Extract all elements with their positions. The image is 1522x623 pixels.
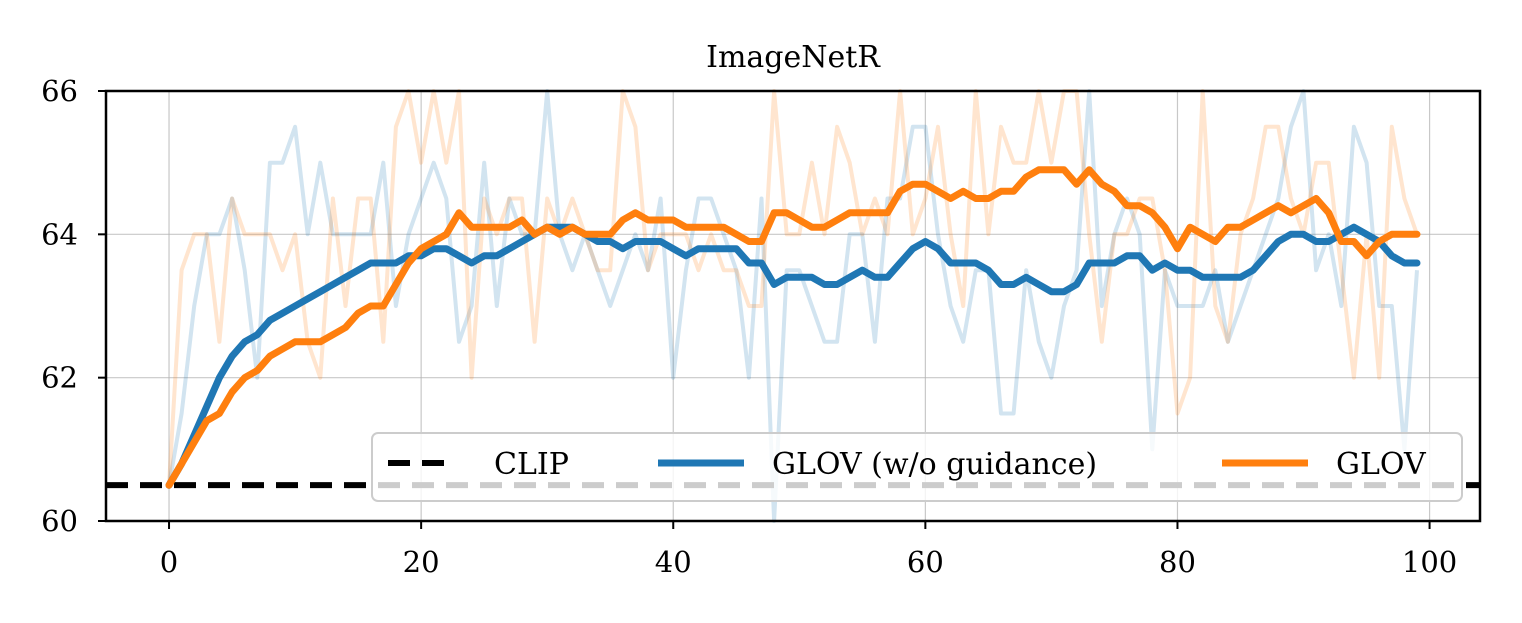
legend: CLIP GLOV (w/o guidance) GLOV [371, 432, 1463, 502]
y-tick-label-66: 66 [41, 74, 78, 108]
x-tick-label-80: 80 [1159, 545, 1196, 579]
chart-title: ImageNetR [706, 40, 881, 75]
legend-label-clip: CLIP [494, 447, 569, 482]
x-tick-label-20: 20 [403, 545, 440, 579]
smoothed-line-glov-w-o-guidance [165, 223, 1421, 489]
x-tick-label-100: 100 [1402, 545, 1457, 579]
raw-line-glov [167, 89, 1419, 486]
x-tick-label-40: 40 [655, 545, 692, 579]
legend-box [371, 432, 1463, 502]
raw-line-glov-w-o-guidance [167, 89, 1419, 523]
y-axis: 60 62 64 66 [41, 74, 106, 538]
smoothed-series-group [165, 166, 1421, 489]
x-tick-label-0: 0 [160, 545, 178, 579]
y-tick-label-60: 60 [41, 504, 78, 538]
legend-label-glov: GLOV [1336, 447, 1427, 482]
raw-series-group [167, 89, 1419, 523]
plot-frame [104, 89, 1482, 523]
x-axis: 0 20 40 60 80 100 [160, 521, 1457, 579]
legend-label-glov-wo-guidance: GLOV (w/o guidance) [772, 447, 1097, 482]
y-tick-label-62: 62 [41, 361, 78, 395]
y-tick-label-64: 64 [41, 217, 78, 251]
smoothed-line-glov [165, 166, 1421, 489]
x-tick-label-60: 60 [907, 545, 944, 579]
